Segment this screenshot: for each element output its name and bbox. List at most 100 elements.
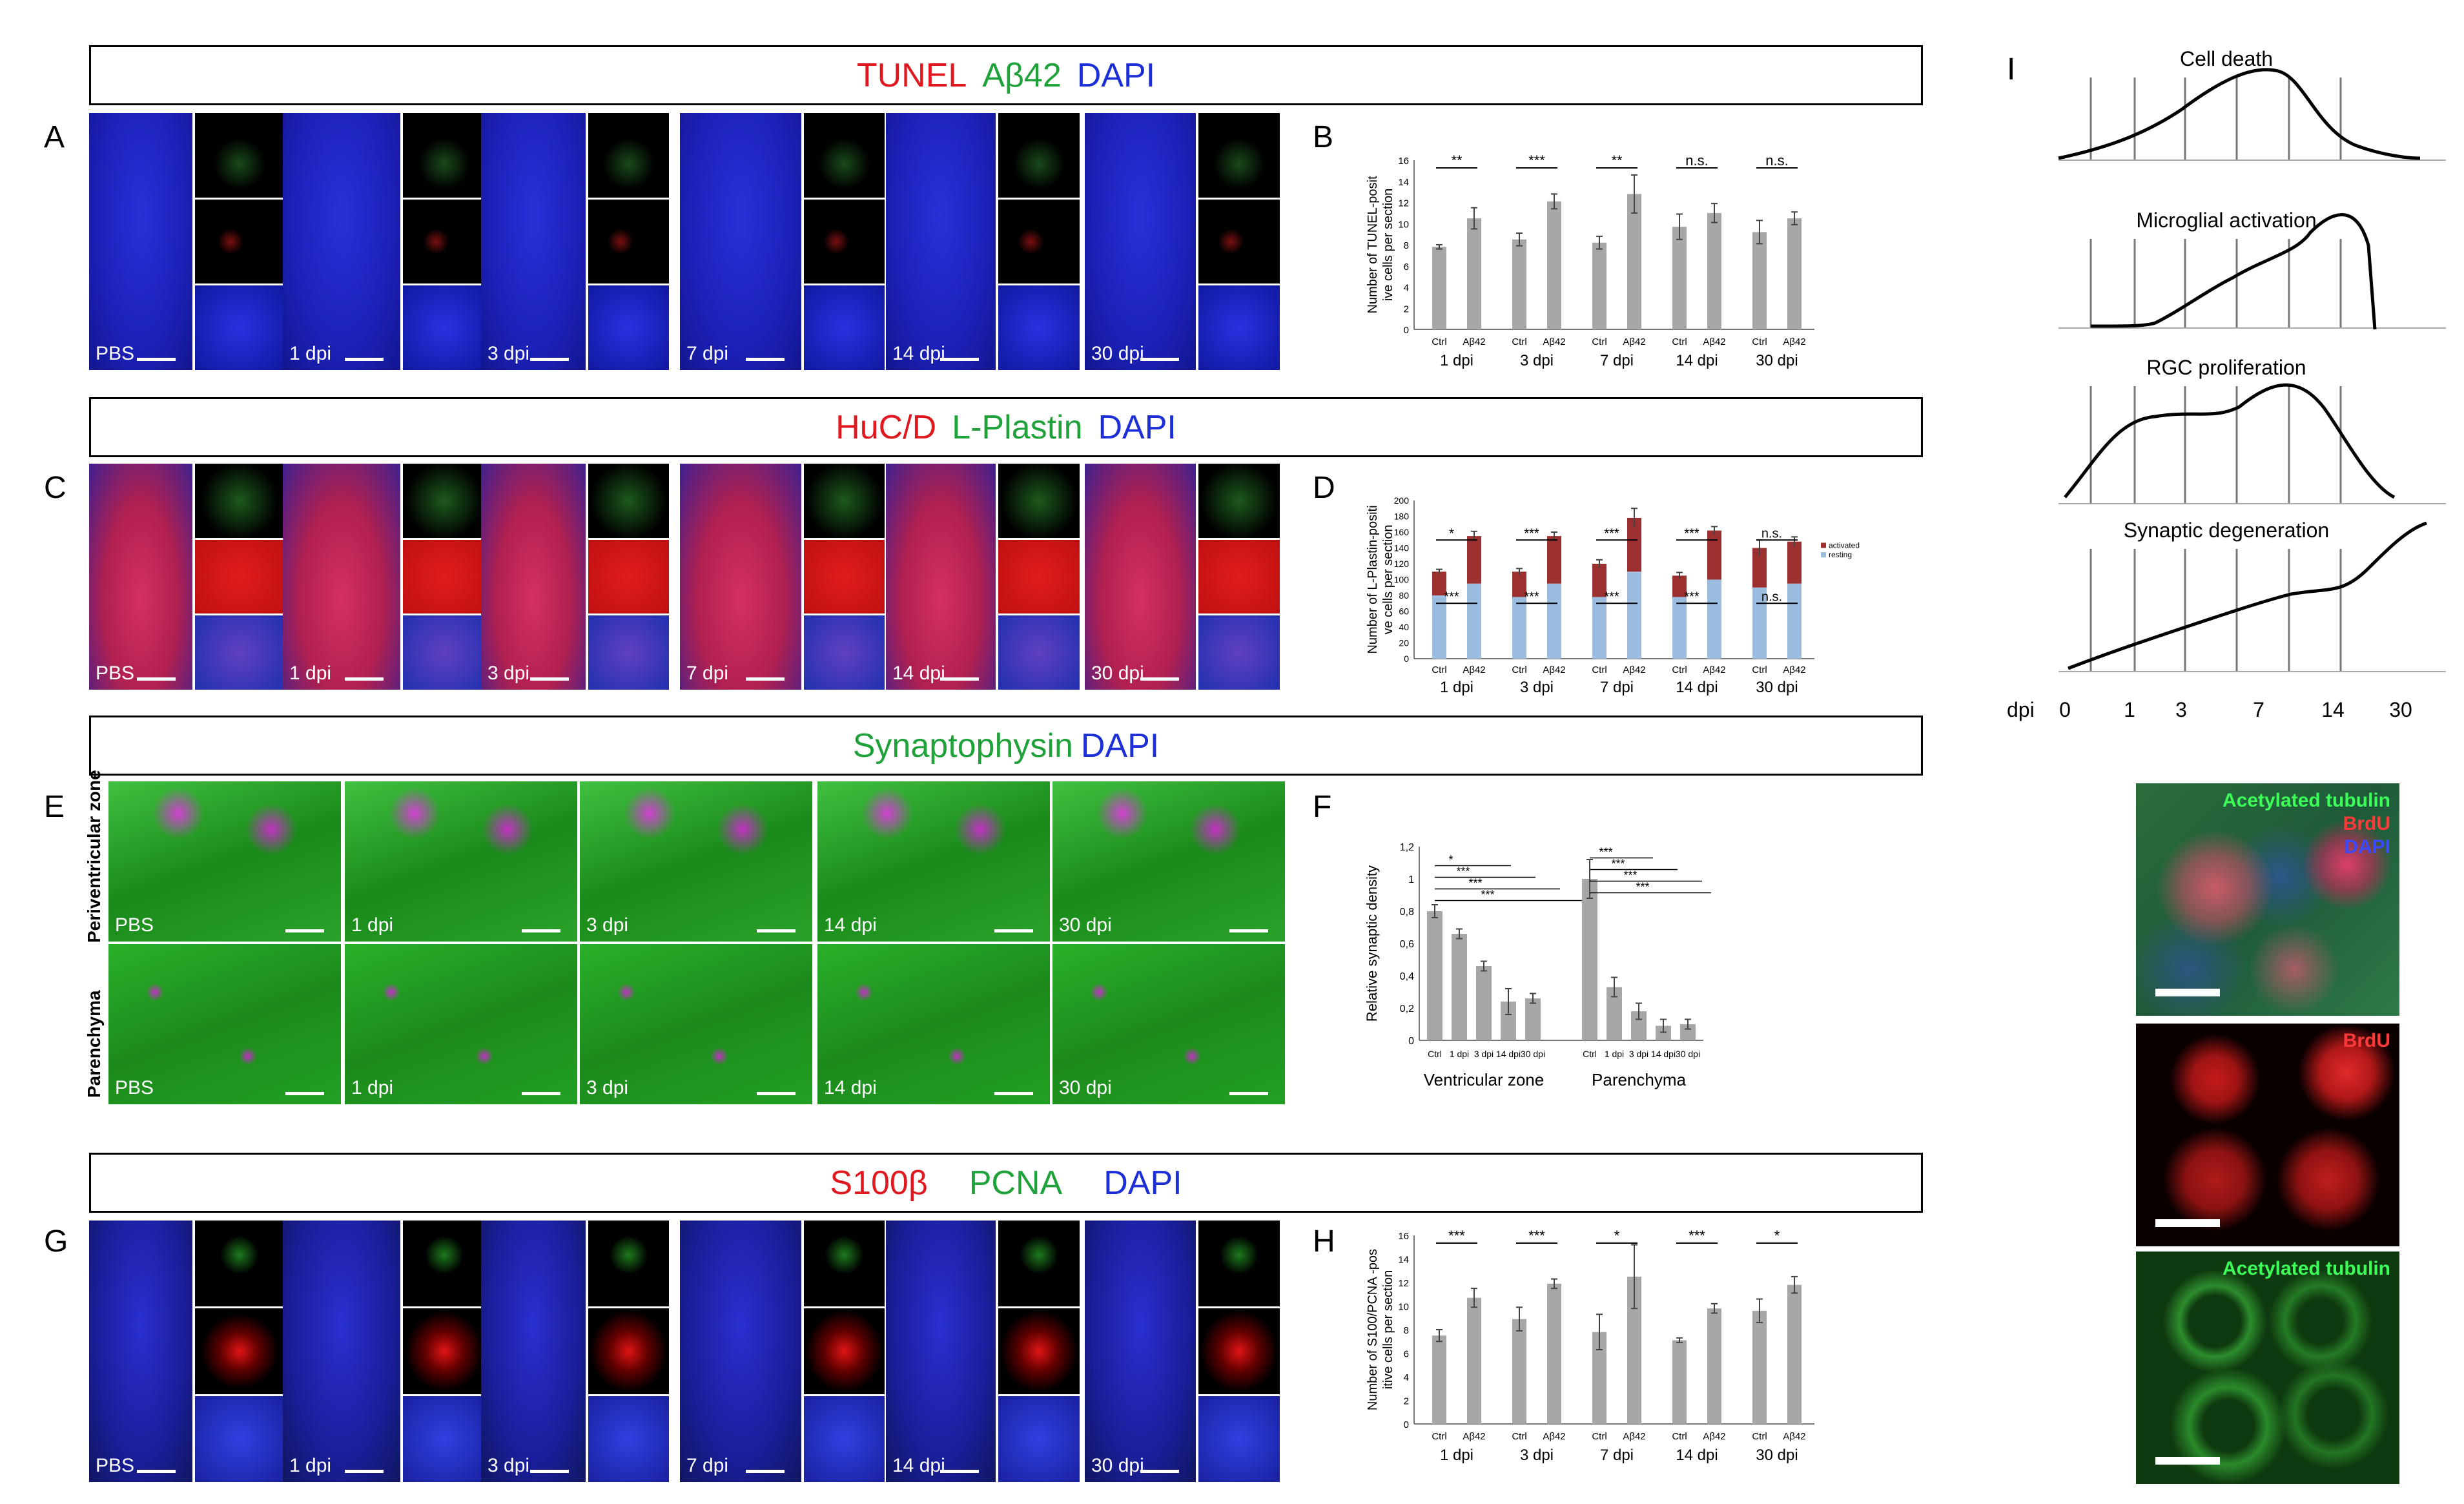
y-axis-label: Number of S100/PCNA -pos itive cells per … — [1366, 1249, 1395, 1410]
inset-channel-3 — [588, 285, 669, 371]
scale-bar — [1229, 929, 1268, 932]
header-row1-label-1: TUNEL — [856, 56, 967, 94]
bar-label: 30 dpi — [1676, 1049, 1700, 1059]
bar-label: Aβ42 — [1623, 664, 1645, 675]
bar-activated — [1432, 572, 1446, 595]
group-label: 1 dpi — [1440, 1447, 1473, 1464]
y-tick-label: 14 — [1398, 177, 1409, 188]
scale-bar — [994, 1092, 1033, 1095]
panel-letter-d: D — [1313, 471, 1335, 505]
bar-label: 1 dpi — [1605, 1049, 1624, 1059]
scale-bar — [1140, 1470, 1179, 1473]
bar-resting — [1787, 583, 1802, 659]
y-tick-label: 20 — [1399, 638, 1409, 648]
bar-activated — [1592, 564, 1607, 597]
bar — [1672, 1340, 1687, 1424]
scale-bar — [940, 358, 979, 361]
micrograph-label: 14 dpi — [892, 1455, 945, 1476]
significance-label: *** — [1611, 858, 1625, 870]
timecourse-curve — [2068, 521, 2427, 670]
y-tick-label: 12 — [1398, 198, 1409, 209]
scale-bar — [522, 1092, 560, 1095]
micrograph-e-bottom-5: 30 dpi — [1052, 944, 1285, 1104]
micrograph-C-3: 3 dpi — [481, 464, 586, 690]
inset-channel-2 — [804, 539, 885, 616]
significance-label: *** — [1636, 881, 1649, 894]
legend-label-resting: resting — [1829, 550, 1852, 559]
micrograph-label: 14 dpi — [892, 663, 945, 684]
y-tick-label: 0,8 — [1400, 907, 1414, 918]
panel-letter-g: G — [44, 1224, 68, 1259]
scale-bar — [345, 677, 384, 681]
micrograph-label: 30 dpi — [1091, 663, 1144, 684]
micrograph-label: 7 dpi — [686, 1455, 729, 1476]
curve-title: Cell death — [2180, 47, 2273, 70]
micrograph-label: 3 dpi — [488, 1455, 530, 1476]
group-label: 7 dpi — [1600, 679, 1634, 696]
scale-bar — [345, 358, 384, 361]
timecourse-curve — [2064, 383, 2396, 499]
scale-bar — [1140, 358, 1179, 361]
y-tick-label: 40 — [1399, 622, 1409, 632]
bar — [1427, 911, 1442, 1040]
bar-resting — [1627, 572, 1641, 659]
group-label: 14 dpi — [1676, 679, 1718, 696]
header-row4-label-2: PCNA — [969, 1164, 1063, 1202]
inset-channel-1 — [1198, 464, 1280, 540]
scale-bar — [345, 1470, 384, 1473]
bar-label: Aβ42 — [1543, 336, 1565, 347]
bar-activated — [1547, 536, 1561, 584]
inset-channel-3 — [804, 1396, 885, 1482]
bar-label: Aβ42 — [1623, 336, 1645, 347]
l-scale-bar — [2155, 1457, 2220, 1465]
k-label-brdu: BrdU — [2343, 1030, 2390, 1051]
y-tick-label: 0 — [1408, 1036, 1414, 1047]
significance-label: *** — [1623, 869, 1637, 882]
micrograph-label: 7 dpi — [686, 343, 729, 364]
e-row-label-periventricular: Periventricular zone — [84, 770, 104, 943]
bar-label: Aβ42 — [1783, 336, 1805, 347]
bar — [1547, 1283, 1561, 1424]
micrograph-C-5: 14 dpi — [886, 464, 996, 690]
micrograph-e-top-3: 3 dpi — [580, 781, 812, 942]
significance-label: *** — [1444, 590, 1459, 604]
y-tick-label: 12 — [1398, 1278, 1409, 1289]
header-row4-label-1: S100β — [830, 1164, 928, 1202]
y-tick-label: 4 — [1404, 283, 1409, 294]
scale-bar — [530, 358, 569, 361]
inset-stack — [804, 464, 885, 690]
micrograph-C-2: 1 dpi — [283, 464, 400, 690]
inset-channel-1 — [998, 1221, 1080, 1308]
y-tick-label: 140 — [1394, 543, 1410, 553]
micrograph-label: PBS — [115, 914, 154, 936]
panel-letter-a: A — [44, 120, 65, 154]
micrograph-G-2: 1 dpi — [283, 1221, 400, 1482]
micrograph-A-3: 3 dpi — [481, 113, 586, 370]
bar-label: Ctrl — [1432, 664, 1446, 675]
inset-stack — [1198, 113, 1280, 371]
inset-channel-2 — [804, 199, 885, 286]
j-label-dapi: DAPI — [2344, 836, 2390, 858]
significance-label: *** — [1528, 152, 1545, 169]
micrograph-A-6: 30 dpi — [1085, 113, 1196, 370]
header-row2-label-1: HuC/D — [836, 408, 937, 446]
legend-label-activated: activated — [1829, 541, 1860, 550]
bar-label: Aβ42 — [1703, 664, 1725, 675]
bar-label: Aβ42 — [1703, 336, 1725, 347]
micrograph-label: PBS — [115, 1077, 154, 1098]
micrograph-label: PBS — [96, 663, 135, 684]
y-tick-label: 60 — [1399, 606, 1409, 617]
inset-channel-1 — [588, 464, 669, 540]
inset-channel-3 — [998, 1396, 1080, 1482]
micrograph-label: 3 dpi — [586, 1077, 629, 1098]
significance-label: *** — [1684, 526, 1699, 541]
significance-label: n.s. — [1765, 152, 1788, 169]
micrograph-label: 30 dpi — [1091, 343, 1144, 364]
chart-f-synaptic: 0 0,2 0,4 0,6 0,8 1 1,2 Relative synaptic densi… — [1364, 842, 1711, 1089]
micrograph-e-bottom-2: 1 dpi — [345, 944, 577, 1104]
header-row1-label-2: Aβ42 — [982, 56, 1062, 94]
bar-label: Aβ42 — [1783, 664, 1805, 675]
significance-label: *** — [1481, 889, 1494, 901]
j-label-acetylated: Acetylated tubulin — [2222, 790, 2390, 811]
